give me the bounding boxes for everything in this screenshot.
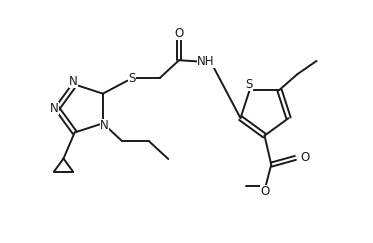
Text: O: O [175,27,184,40]
Text: N: N [69,75,78,88]
Text: S: S [245,78,253,91]
Text: O: O [260,185,270,198]
Text: O: O [301,151,310,165]
Text: N: N [50,102,59,115]
Text: NH: NH [197,55,214,68]
Text: S: S [128,71,135,85]
Text: N: N [100,119,109,132]
